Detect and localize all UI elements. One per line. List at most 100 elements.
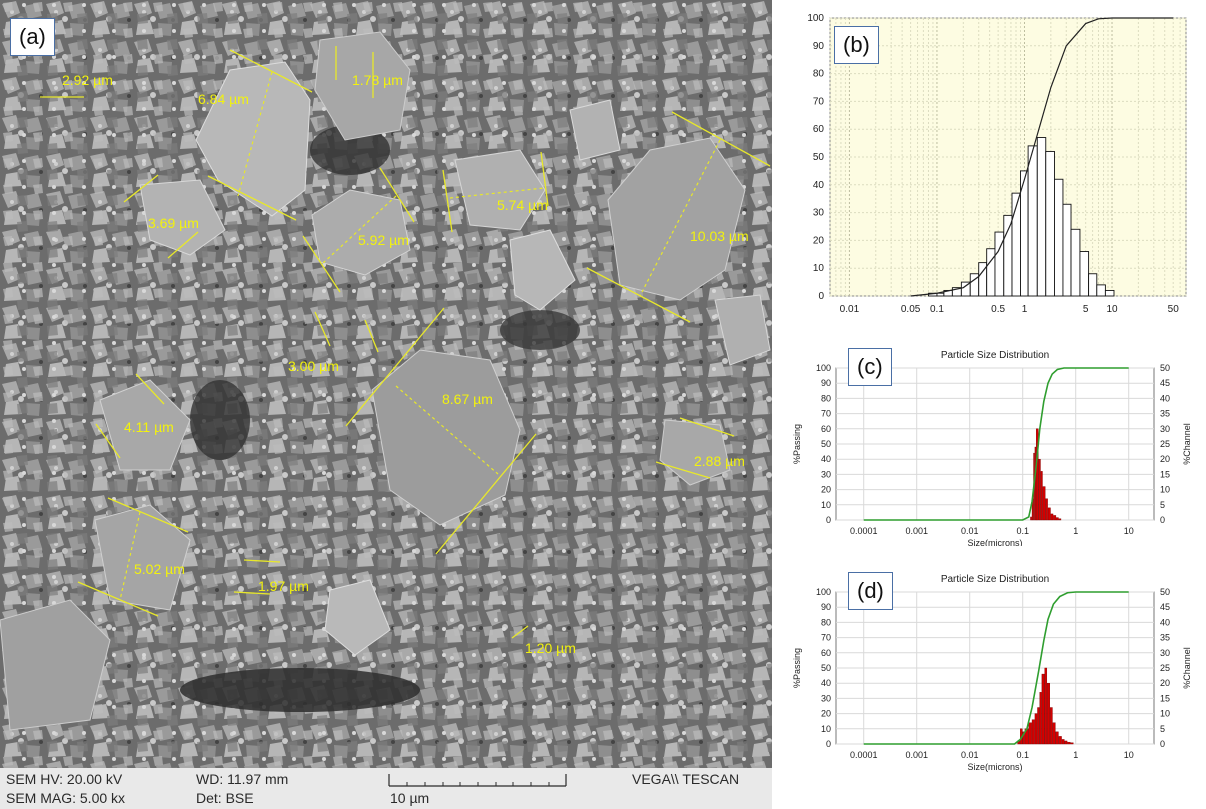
histogram-bar [1036, 137, 1047, 297]
passing-curve [863, 591, 1129, 745]
channel-bar [1022, 731, 1025, 745]
passing-curve [863, 367, 1129, 521]
channel-bar [1058, 736, 1062, 745]
measurement-label: 6.84 µm [198, 91, 249, 107]
y-left-tick-label: 0 [826, 515, 831, 525]
y-right-tick-label: 45 [1160, 378, 1170, 388]
x-tick-label: 5 [1083, 304, 1089, 315]
channel-bar [1061, 739, 1065, 745]
y-left-tick-label: 70 [821, 633, 831, 643]
y-left-tick-label: 50 [821, 439, 831, 449]
y-tick-label: 80 [813, 69, 825, 80]
panel-d: Particle Size Distribution 0.0001 0.001 0.0… [786, 564, 1206, 778]
measurement-label: 4.11 µm [124, 419, 174, 435]
y-right-tick-label: 40 [1160, 617, 1170, 627]
y-left-tick-label: 60 [821, 424, 831, 434]
y-right-tick-label: 20 [1160, 678, 1170, 688]
channel-bar [1030, 516, 1032, 521]
channel-bar [1041, 673, 1045, 745]
sem-hv: SEM HV: 20.00 kV [6, 771, 123, 787]
y-right-tick-label: 25 [1160, 439, 1170, 449]
y-left-tick-label: 100 [816, 363, 831, 373]
y-right-tick-label: 15 [1160, 469, 1170, 479]
channel-bar [1031, 719, 1035, 745]
histogram-bar [1096, 284, 1106, 297]
x-tick-label: 0.1 [1016, 750, 1029, 760]
x-tick-label: 1 [1073, 750, 1078, 760]
cumulative-curve [910, 17, 1174, 297]
y-left-tick-label: 80 [821, 393, 831, 403]
chart-b: 0 10 20 30 40 50 60 70 80 90 100 0.01 0.05 0.1 0.5 1 5 10… [807, 13, 1187, 315]
sem-image: 2.92 µm 6.84 µm 1.78 µm 3.69 µm 5.92 µm … [0, 0, 772, 768]
histogram-bar [1003, 214, 1013, 297]
channel-bar [1067, 741, 1071, 745]
channel-bar [1034, 713, 1038, 745]
chart-title: Particle Size Distribution [941, 574, 1049, 585]
y-left-axis-label: %Passing [792, 648, 802, 688]
histogram-bar [1062, 203, 1072, 297]
measurement-label: 2.92 µm [62, 72, 113, 88]
instrument-brand: VEGA\\ TESCAN [632, 771, 740, 787]
y-left-tick-label: 100 [816, 587, 831, 597]
y-tick-label: 10 [813, 263, 825, 274]
scale-bar [388, 774, 567, 787]
x-tick-label: 0.05 [901, 304, 921, 315]
y-right-tick-label: 10 [1160, 485, 1170, 495]
y-left-tick-label: 10 [821, 500, 831, 510]
channel-bar [1034, 446, 1037, 521]
channel-bar [1047, 682, 1050, 745]
y-left-tick-label: 20 [821, 709, 831, 719]
measurement-label: 5.92 µm [358, 232, 409, 248]
y-left-tick-label: 20 [821, 485, 831, 495]
y-right-tick-label: 50 [1160, 363, 1170, 373]
y-right-tick-label: 40 [1160, 393, 1170, 403]
y-left-tick-label: 50 [821, 663, 831, 673]
channel-bar [1064, 740, 1068, 745]
channel-bar [1045, 498, 1048, 521]
channel-bar [1028, 722, 1032, 745]
measurement-label: 1.97 µm [258, 578, 309, 594]
measurement-label: 2.88 µm [694, 453, 745, 469]
y-right-tick-label: 35 [1160, 633, 1170, 643]
histogram-bar [1027, 145, 1038, 297]
x-tick-label: 0.1 [930, 304, 944, 315]
x-tick-label: 1 [1073, 526, 1078, 536]
sem-det: Det: BSE [196, 790, 254, 806]
x-tick-label: 0.001 [905, 750, 928, 760]
y-left-tick-label: 60 [821, 648, 831, 658]
channel-bar [1038, 458, 1041, 521]
channel-bar [1040, 471, 1043, 521]
y-tick-label: 30 [813, 208, 825, 219]
histogram-bar [1104, 289, 1115, 297]
x-tick-label: 0.01 [961, 526, 979, 536]
y-left-axis-label: %Passing [792, 424, 802, 464]
x-axis-label: Size(microns) [967, 762, 1022, 772]
y-left-tick-label: 40 [821, 454, 831, 464]
y-left-tick-label: 30 [821, 469, 831, 479]
y-left-tick-label: 30 [821, 693, 831, 703]
y-tick-label: 90 [813, 41, 825, 52]
x-tick-label: 0.01 [840, 304, 860, 315]
x-tick-label: 1 [1022, 304, 1028, 315]
y-tick-label: 60 [813, 124, 825, 135]
histogram-bar [936, 292, 945, 297]
panel-label-b: (b) [834, 26, 879, 64]
y-tick-label: 50 [813, 152, 825, 163]
y-left-tick-label: 40 [821, 678, 831, 688]
x-tick-label: 0.0001 [850, 526, 878, 536]
chart-d: Particle Size Distribution 0.0001 0.001 0.0… [792, 574, 1192, 772]
y-left-tick-label: 80 [821, 617, 831, 627]
y-left-tick-label: 0 [826, 739, 831, 749]
y-right-axis-label: %Channel [1182, 423, 1192, 465]
x-axis-label: Size(microns) [967, 538, 1022, 546]
y-tick-label: 40 [813, 180, 825, 191]
y-right-tick-label: 20 [1160, 454, 1170, 464]
channel-bar [1058, 518, 1062, 521]
measurement-label: 10.03 µm [690, 228, 749, 244]
y-right-tick-label: 0 [1160, 739, 1165, 749]
y-right-tick-label: 25 [1160, 663, 1170, 673]
sem-mag: SEM MAG: 5.00 kx [6, 790, 126, 806]
sem-wd: WD: 11.97 mm [196, 771, 289, 787]
channel-bar [1037, 707, 1040, 745]
x-tick-label: 0.1 [1016, 526, 1029, 536]
